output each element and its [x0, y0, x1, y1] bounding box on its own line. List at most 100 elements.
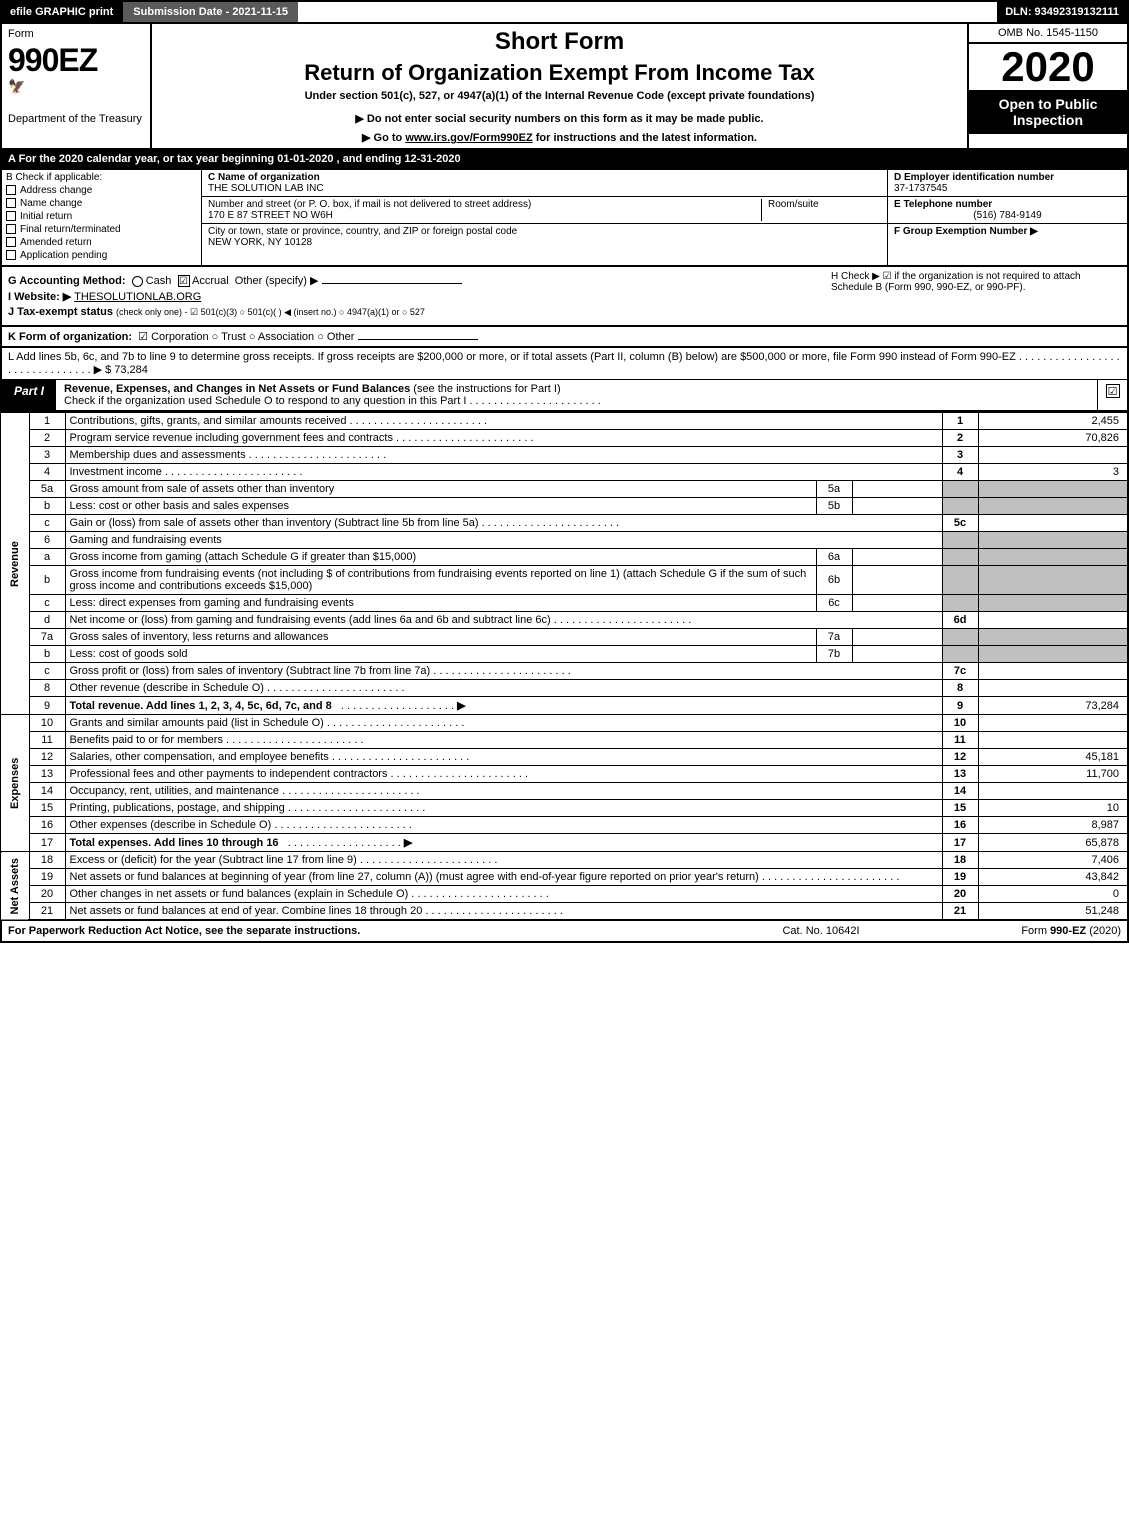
sub-line-value	[852, 498, 942, 515]
line-ref: 21	[942, 903, 978, 921]
line-ref: 10	[942, 715, 978, 732]
table-row: cLess: direct expenses from gaming and f…	[1, 595, 1128, 612]
line-ref: 13	[942, 766, 978, 783]
line-number: c	[29, 663, 65, 680]
line-i: I Website: ▶ THESOLUTIONLAB.ORG	[8, 290, 821, 303]
table-row: bGross income from fundraising events (n…	[1, 566, 1128, 595]
part-1-tab: Part I	[2, 380, 56, 410]
line-number: 17	[29, 834, 65, 852]
table-row: 16Other expenses (describe in Schedule O…	[1, 817, 1128, 834]
org-name-value: THE SOLUTION LAB INC	[208, 183, 324, 194]
other-specify-line[interactable]	[322, 283, 462, 284]
checkbox-icon[interactable]	[6, 237, 16, 247]
line-value	[978, 515, 1128, 532]
line-desc: Net assets or fund balances at beginning…	[65, 869, 942, 886]
line-desc: Contributions, gifts, grants, and simila…	[65, 413, 942, 430]
line-g-label: G Accounting Method:	[8, 275, 126, 287]
checkbox-icon[interactable]	[6, 224, 16, 234]
line-number: 19	[29, 869, 65, 886]
line-l: L Add lines 5b, 6c, and 7b to line 9 to …	[0, 348, 1129, 379]
line-number: 13	[29, 766, 65, 783]
other-label: Other (specify) ▶	[235, 275, 319, 287]
line-value	[978, 447, 1128, 464]
sub-line-number: 6b	[816, 566, 852, 595]
line-number: b	[29, 498, 65, 515]
checkbox-icon[interactable]	[6, 250, 16, 260]
header-left: Form 990EZ 🦅 Department of the Treasury	[2, 24, 152, 148]
table-row: cGross profit or (loss) from sales of in…	[1, 663, 1128, 680]
efile-label[interactable]: efile GRAPHIC print	[2, 2, 121, 22]
open-to-public: Open to Public Inspection	[969, 90, 1127, 134]
line-number: 21	[29, 903, 65, 921]
line-number: c	[29, 515, 65, 532]
sub-line-number: 5b	[816, 498, 852, 515]
line-ref-shaded	[942, 566, 978, 595]
table-row: 12Salaries, other compensation, and empl…	[1, 749, 1128, 766]
line-number: 3	[29, 447, 65, 464]
ein-value: 37-1737545	[894, 183, 1121, 194]
tax-exempt-label: J Tax-exempt status	[8, 306, 113, 318]
section-side-label: Revenue	[1, 413, 29, 715]
short-form-title: Short Form	[160, 28, 959, 56]
line-desc: Gain or (loss) from sale of assets other…	[65, 515, 942, 532]
line-number: 2	[29, 430, 65, 447]
cat-no: Cat. No. 10642I	[721, 925, 921, 937]
box-b-header: B Check if applicable:	[6, 172, 197, 183]
treasury-seal-icon: 🦅	[8, 78, 144, 95]
line-desc: Gross income from fundraising events (no…	[65, 566, 816, 595]
sub-line-value	[852, 646, 942, 663]
line-number: 1	[29, 413, 65, 430]
accrual-checkbox[interactable]: ☑	[178, 275, 190, 287]
line-ref: 11	[942, 732, 978, 749]
line-ref: 9	[942, 697, 978, 715]
sub-line-number: 6a	[816, 549, 852, 566]
line-desc: Salaries, other compensation, and employ…	[65, 749, 942, 766]
go-to-text: ▶ Go to www.irs.gov/Form990EZ for instru…	[160, 131, 959, 144]
line-desc: Other changes in net assets or fund bala…	[65, 886, 942, 903]
line-k-other-line[interactable]	[358, 339, 478, 340]
line-number: 9	[29, 697, 65, 715]
box-b-item-label: Application pending	[20, 250, 107, 261]
line-value-shaded	[978, 595, 1128, 612]
sub-line-number: 7b	[816, 646, 852, 663]
room-label: Room/suite	[768, 199, 819, 210]
sub-line-value	[852, 595, 942, 612]
line-ref: 2	[942, 430, 978, 447]
line-desc: Benefits paid to or for members . . . . …	[65, 732, 942, 749]
line-desc: Printing, publications, postage, and shi…	[65, 800, 942, 817]
section-bcdef: B Check if applicable: Address changeNam…	[0, 170, 1129, 267]
line-desc: Gross sales of inventory, less returns a…	[65, 629, 816, 646]
phone-value: (516) 784-9149	[894, 210, 1121, 221]
department-label: Department of the Treasury	[8, 113, 144, 125]
website-value[interactable]: THESOLUTIONLAB.ORG	[74, 291, 201, 303]
line-desc: Gross amount from sale of assets other t…	[65, 481, 816, 498]
checkbox-icon[interactable]	[6, 198, 16, 208]
line-desc: Excess or (deficit) for the year (Subtra…	[65, 852, 942, 869]
box-b-item-label: Amended return	[20, 237, 92, 248]
line-number: b	[29, 566, 65, 595]
line-desc: Other expenses (describe in Schedule O) …	[65, 817, 942, 834]
table-row: 11Benefits paid to or for members . . . …	[1, 732, 1128, 749]
line-ref: 5c	[942, 515, 978, 532]
form-header: Form 990EZ 🦅 Department of the Treasury …	[0, 24, 1129, 150]
line-number: 5a	[29, 481, 65, 498]
checkbox-icon[interactable]	[6, 185, 16, 195]
line-ref-shaded	[942, 595, 978, 612]
line-value	[978, 612, 1128, 629]
go-to-suffix: for instructions and the latest informat…	[533, 132, 757, 144]
table-row: 14Occupancy, rent, utilities, and mainte…	[1, 783, 1128, 800]
part-1-schedule-o-checkbox[interactable]: ☑	[1106, 384, 1120, 398]
line-value: 43,842	[978, 869, 1128, 886]
line-ref: 3	[942, 447, 978, 464]
cash-radio[interactable]	[132, 276, 143, 287]
line-ref: 15	[942, 800, 978, 817]
checkbox-icon[interactable]	[6, 211, 16, 221]
part-1-desc: Revenue, Expenses, and Changes in Net As…	[56, 380, 1097, 410]
line-k: K Form of organization: ☑ Corporation ○ …	[0, 327, 1129, 348]
box-b-item: Name change	[6, 198, 197, 209]
irs-link[interactable]: www.irs.gov/Form990EZ	[405, 132, 532, 144]
line-value: 70,826	[978, 430, 1128, 447]
line-ref: 4	[942, 464, 978, 481]
return-title: Return of Organization Exempt From Incom…	[160, 60, 959, 86]
table-row: dNet income or (loss) from gaming and fu…	[1, 612, 1128, 629]
